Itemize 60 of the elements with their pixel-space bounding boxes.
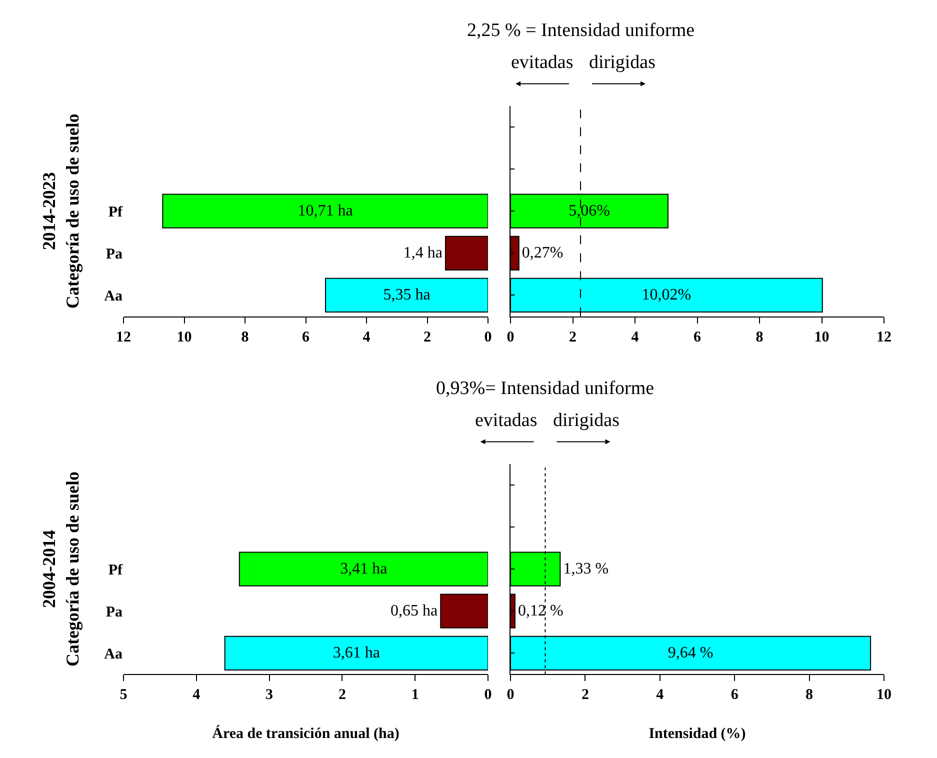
x-tick-label: 2 <box>581 687 589 704</box>
y-tick-label: Aa <box>104 646 123 662</box>
data-label: 3,41 ha <box>340 560 388 578</box>
y-axis-title: 2004-2014 Categoría de uso de suelo <box>38 472 82 667</box>
data-label: 3,61 ha <box>332 644 380 662</box>
x-tick-label: 10 <box>876 687 892 704</box>
data-label: 0,65 ha <box>390 602 438 620</box>
ref-line-label: 2,25 % = Intensidad uniforme <box>467 20 695 41</box>
x-tick-label: 2 <box>424 329 431 346</box>
x-tick-label: 8 <box>241 329 249 346</box>
x-tick-label: 0 <box>506 687 514 704</box>
y-tick-label: Pf <box>108 204 124 220</box>
y-tick-label: Aa <box>104 288 123 304</box>
x-tick-label: 4 <box>631 329 640 346</box>
x-tick-label: 0 <box>484 687 492 704</box>
data-label: 1,4 ha <box>403 244 442 262</box>
data-label: 9,64 % <box>668 644 714 662</box>
data-label: 5,35 ha <box>383 286 430 304</box>
y-axis-title: 2014-2023 Categoría de uso de suelo <box>38 114 82 309</box>
data-label: 0,12 % <box>518 602 564 620</box>
text: dirigidas <box>553 410 620 431</box>
x-tick-label: 8 <box>806 687 814 704</box>
x-tick-label: 2 <box>569 329 576 346</box>
bar <box>238 552 488 586</box>
x-tick-label: 6 <box>730 687 739 704</box>
y-tick-label: Pa <box>106 246 123 262</box>
x-tick-label: 3 <box>266 687 274 704</box>
x-tick-label: 4 <box>656 687 664 704</box>
x-tick-label: 10 <box>176 329 192 346</box>
data-label: 1,33 % <box>563 560 609 578</box>
x-tick-label: 10 <box>814 329 830 346</box>
x-tick-label: 12 <box>876 329 892 346</box>
x-axis-title: Área de transición anual (ha) <box>212 725 400 742</box>
x-tick-label: 0 <box>506 329 514 346</box>
data-label: 10,02% <box>642 286 692 304</box>
x-tick-label: 8 <box>756 329 764 346</box>
data-label: 5,06% <box>568 202 610 220</box>
y-tick-label: Pa <box>106 604 123 620</box>
y-tick-label: Pf <box>108 562 124 578</box>
x-tick-label: 6 <box>302 329 310 346</box>
bar <box>440 594 488 628</box>
x-axis-title: Intensidad (%) <box>648 726 746 742</box>
x-tick-label: 0 <box>484 329 492 346</box>
x-tick-label: 2 <box>338 687 346 704</box>
ref-line-label: 0,93%= Intensidad uniforme <box>436 378 654 399</box>
x-tick-label: 12 <box>116 329 131 346</box>
x-tick-label: 5 <box>120 687 128 704</box>
x-tick-label: 1 <box>411 687 419 704</box>
text: dirigidas <box>589 52 656 73</box>
bar <box>224 636 488 670</box>
text: evitadas <box>475 410 538 431</box>
data-label: 0,27% <box>522 244 564 262</box>
x-tick-label: 6 <box>694 329 702 346</box>
x-tick-label: 4 <box>362 329 371 346</box>
bar <box>162 194 488 228</box>
bar <box>324 278 488 313</box>
data-label: 10,71 ha <box>298 202 353 220</box>
x-tick-label: 4 <box>192 687 201 704</box>
text: evitadas <box>511 52 574 73</box>
bar <box>444 236 488 270</box>
